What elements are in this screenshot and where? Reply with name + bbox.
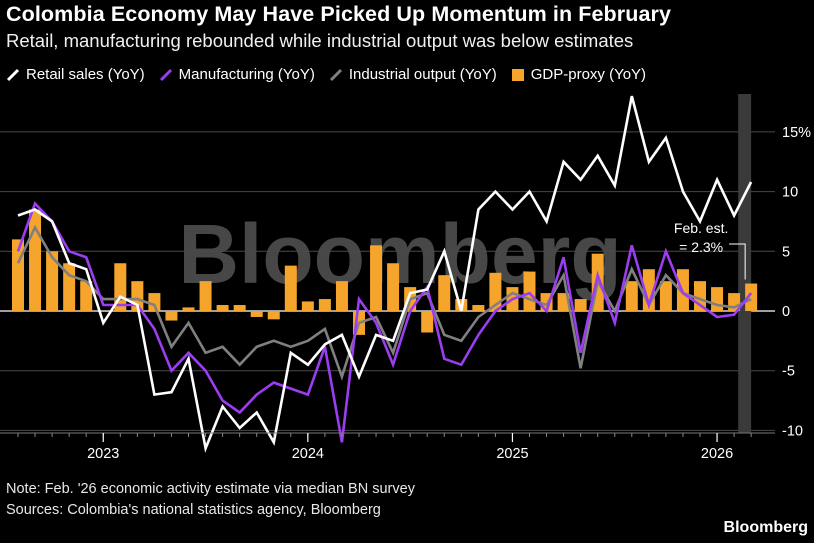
gdp-bar — [625, 281, 638, 311]
chart-subtitle: Retail, manufacturing rebounded while in… — [6, 30, 634, 51]
gdp-bar — [182, 307, 195, 311]
y-tick-label: -5 — [782, 364, 795, 380]
series-lines — [16, 95, 753, 453]
feb-estimate-annotation: Feb. est. = 2.3% — [674, 220, 746, 280]
x-tick-label: 2026 — [701, 446, 733, 462]
chart-title: Colombia Economy May Have Picked Up Mome… — [6, 2, 672, 26]
chart-note: Note: Feb. '26 economic activity estimat… — [6, 481, 415, 497]
gdp-bar — [659, 281, 672, 311]
gdp-bar — [216, 305, 229, 311]
gdp-bar — [97, 311, 110, 312]
annotation-leader — [729, 243, 746, 280]
x-tick-label: 2023 — [87, 446, 119, 462]
gdp-bar — [745, 283, 758, 311]
gdp-bar — [233, 305, 246, 311]
chart-source: Sources: Colombia's national statistics … — [6, 502, 381, 518]
gdp-bar — [574, 299, 587, 311]
gdp-bar — [148, 293, 161, 311]
gdp-bar — [29, 209, 42, 311]
gdp-bar — [250, 311, 263, 317]
x-axis: 2023 2024 2025 2026 — [0, 432, 775, 462]
gdp-bar — [267, 311, 280, 320]
annotation-line2: = 2.3% — [679, 239, 723, 255]
gdp-bar — [523, 271, 536, 311]
y-tick-label: 15% — [782, 125, 811, 141]
gdp-bar — [370, 245, 383, 311]
gdp-bar — [318, 299, 331, 311]
annotation-line1: Feb. est. — [674, 220, 728, 236]
line-swatch-icon — [6, 68, 20, 81]
legend-label-industrial: Industrial output (YoY) — [348, 66, 497, 83]
gdp-bar — [421, 311, 434, 333]
legend-item-manufacturing[interactable]: Manufacturing (YoY) — [159, 66, 315, 83]
manufacturing-line — [16, 201, 753, 443]
gdp-bar — [438, 275, 451, 311]
gdp-bar — [472, 305, 485, 311]
industrial-line — [16, 224, 752, 381]
y-tick-label: 0 — [782, 304, 790, 320]
gdp-bar — [80, 281, 93, 311]
watermark-logo: Bloomberg — [178, 207, 621, 301]
gdp-bar — [284, 265, 297, 311]
legend-item-retail[interactable]: Retail sales (YoY) — [6, 66, 145, 83]
legend-item-gdp[interactable]: GDP-proxy (YoY) — [511, 66, 646, 83]
y-tick-label: -10 — [782, 423, 803, 439]
x-tick-label: 2024 — [292, 446, 324, 462]
gdp-bar — [711, 287, 724, 311]
legend-item-industrial[interactable]: Industrial output (YoY) — [329, 66, 497, 83]
gdp-bar — [335, 281, 348, 311]
gdp-bar — [46, 251, 59, 311]
x-tick-label: 2025 — [496, 446, 528, 462]
line-swatch-icon — [159, 68, 172, 81]
y-tick-label: 10 — [782, 185, 798, 201]
y-axis: 15% 10 5 0 -5 -10 — [782, 125, 811, 439]
gdp-bar — [301, 301, 314, 311]
y-tick-label: 5 — [782, 244, 790, 260]
gdp-bar — [199, 281, 212, 311]
line-swatch-icon — [329, 68, 342, 81]
retail-line — [17, 95, 753, 453]
legend-label-manufacturing: Manufacturing (YoY) — [178, 66, 315, 83]
brand-logo: Bloomberg — [723, 519, 808, 536]
legend-label-gdp: GDP-proxy (YoY) — [530, 66, 647, 83]
square-swatch-icon — [511, 68, 524, 81]
gdp-bar — [387, 263, 400, 311]
gdp-bar — [165, 311, 178, 321]
legend: Retail sales (YoY) Manufacturing (YoY) I… — [6, 66, 660, 83]
legend-label-retail: Retail sales (YoY) — [26, 66, 145, 83]
